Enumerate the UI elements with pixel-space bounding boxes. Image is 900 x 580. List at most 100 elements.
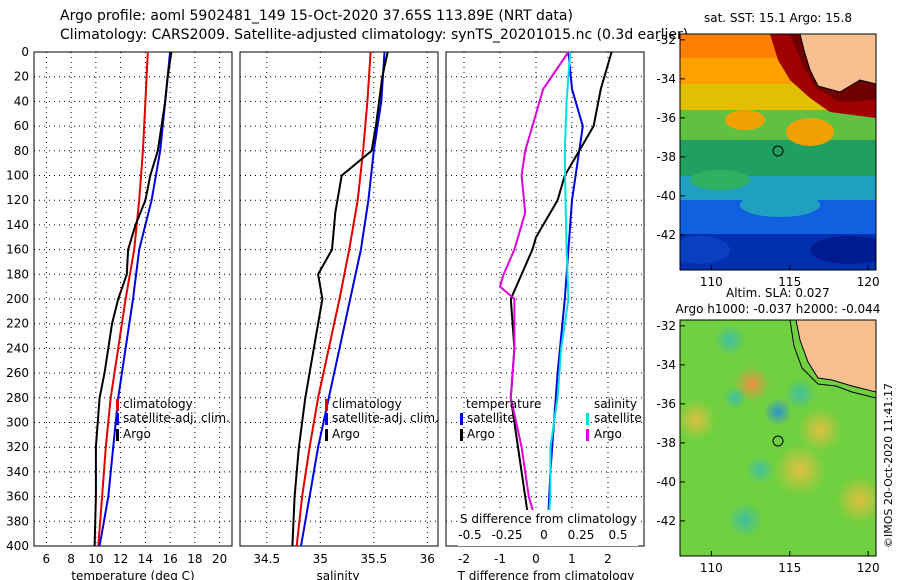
top-tick-label: 0.25 [568, 528, 595, 542]
depth-tick-label: 400 [6, 539, 29, 553]
lat-tick-label: -38 [656, 436, 676, 450]
x-tick-label: 6 [43, 552, 51, 566]
difference-xlabel: T difference from climatology [457, 569, 635, 580]
lat-tick-label: -42 [656, 514, 676, 528]
salinity-legend: climatology satellite-adj. clim. Argo [325, 397, 439, 441]
legend-label-t-argo: Argo [467, 427, 495, 441]
sla-field [680, 320, 876, 556]
lon-tick-label: 110 [700, 275, 723, 289]
depth-tick-label: 100 [6, 169, 29, 183]
difference-panel: -2 -1 0 1 2 S difference from climatology -0… [445, 51, 645, 580]
legend-swatch-t-satellite [460, 413, 463, 425]
top-tick-label: -0.5 [458, 528, 481, 542]
sla-map-frame [679, 319, 877, 557]
depth-tick-label: 320 [6, 440, 29, 454]
temperature-grid [34, 52, 232, 546]
sst-map-frame [679, 33, 877, 271]
difference-legend: temperature satellite Argo salinity sate… [460, 397, 642, 441]
lon-tick-label: 110 [700, 561, 723, 575]
lat-tick-label: -38 [656, 150, 676, 164]
depth-tick-label: 20 [14, 70, 29, 84]
legend-label-s-satellite: satellite [594, 411, 642, 425]
top-tick-label: -0.25 [491, 528, 522, 542]
difference-top-ticks: -0.5 -0.25 0 0.25 0.5 [458, 528, 627, 542]
lon-tick-label: 120 [857, 561, 880, 575]
salinity-xticks: 34.5 35 35.5 36 [253, 552, 435, 566]
s-diff-axis-label: S difference from climatology [460, 512, 637, 526]
legend-swatch-argo [325, 429, 328, 441]
sst-field [680, 34, 876, 270]
difference-grid [446, 52, 644, 546]
series-line-climatology [97, 51, 149, 547]
legend-swatch-satellite [116, 413, 119, 425]
depth-axis: 0 20 40 60 80 100 120 140 160 180 200 220 240 260 280 3… [6, 45, 29, 553]
title-line-2: Climatology: CARS2009. Satellite-adjuste… [60, 27, 688, 43]
temperature-panel: 6 8 10 12 14 16 18 20 temperature (deg C) clima… [33, 51, 233, 580]
legend-swatch-s-argo [586, 429, 589, 441]
series-line-satellite-adj-clim- [98, 51, 172, 547]
lon-tick-label: 120 [857, 275, 880, 289]
x-tick-label: 35.5 [360, 552, 387, 566]
temperature-xlabel: temperature (deg C) [71, 569, 194, 580]
x-tick-label: 12 [113, 552, 128, 566]
legend-title-temperature: temperature [466, 397, 541, 411]
salinity-panel: 34.5 35 35.5 36 salinity climatology satell… [239, 51, 439, 580]
lat-tick-label: -40 [656, 189, 676, 203]
legend-label-argo: Argo [123, 427, 151, 441]
x-tick-label: 2 [604, 552, 612, 566]
series-line-satellite-adj-clim- [300, 51, 386, 547]
lon-tick-label: 115 [778, 561, 801, 575]
x-tick-label: 14 [138, 552, 153, 566]
temperature-lines [93, 51, 173, 547]
series-line-t-satellite [545, 51, 584, 547]
legend-label-climatology: climatology [332, 397, 402, 411]
depth-tick-label: 80 [14, 144, 29, 158]
sst-map-title: sat. SST: 15.1 Argo: 15.8 [704, 11, 852, 25]
depth-tick-label: 280 [6, 391, 29, 405]
top-tick-label: 0.5 [608, 528, 627, 542]
legend-swatch-s-satellite [586, 413, 589, 425]
lat-tick-label: -40 [656, 475, 676, 489]
title-line-1: Argo profile: aoml 5902481_149 15-Oct-20… [60, 8, 573, 24]
depth-tick-label: 240 [6, 341, 29, 355]
sst-argo-marker [772, 145, 784, 157]
series-line-s-satellite [545, 51, 572, 547]
top-axis-backdrop [458, 510, 638, 546]
legend-label-t-satellite: satellite [467, 411, 515, 425]
temperature-xticks: 6 8 10 12 14 16 18 20 [43, 552, 228, 566]
legend-label-s-argo: Argo [594, 427, 622, 441]
lat-tick-label: -32 [656, 319, 676, 333]
sla-axis-ticks: -32 -34 -36 -38 -40 -42 110 115 120 [656, 319, 879, 575]
x-tick-label: 34.5 [253, 552, 280, 566]
lat-tick-label: -42 [656, 228, 676, 242]
legend-label-argo: Argo [332, 427, 360, 441]
x-tick-label: 35 [313, 552, 328, 566]
series-line-argo [93, 51, 173, 547]
x-tick-label: 8 [67, 552, 75, 566]
x-tick-label: -2 [458, 552, 470, 566]
depth-tick-label: 260 [6, 366, 29, 380]
legend-swatch-climatology [116, 399, 119, 411]
series-line-argo [291, 51, 389, 547]
lat-tick-label: -34 [656, 72, 676, 86]
sla-map-title-2: Argo h1000: -0.037 h2000: -0.044 [676, 302, 881, 316]
depth-tick-label: 60 [14, 119, 29, 133]
series-line-t-argo [509, 51, 613, 547]
legend-title-salinity: salinity [594, 397, 637, 411]
depth-tick-label: 340 [6, 465, 29, 479]
lat-tick-label: -34 [656, 358, 676, 372]
sst-map: sat. SST: 15.1 Argo: 15.8 -32 -34 -36 -38 -4… [656, 11, 879, 289]
temperature-legend: climatology satellite-adj. clim. Argo [116, 397, 230, 441]
x-tick-label: 16 [162, 552, 177, 566]
x-tick-label: 10 [88, 552, 103, 566]
depth-tick-label: 160 [6, 243, 29, 257]
depth-tick-label: 360 [6, 490, 29, 504]
sst-axis-ticks: -32 -34 -36 -38 -40 -42 110 115 120 [656, 33, 879, 289]
lat-tick-label: -36 [656, 111, 676, 125]
x-tick-label: 0 [532, 552, 540, 566]
x-tick-label: -1 [494, 552, 506, 566]
depth-tick-label: 220 [6, 317, 29, 331]
depth-tick-label: 140 [6, 218, 29, 232]
sla-map: Altim. SLA: 0.027 Argo h1000: -0.037 h20… [656, 286, 881, 575]
